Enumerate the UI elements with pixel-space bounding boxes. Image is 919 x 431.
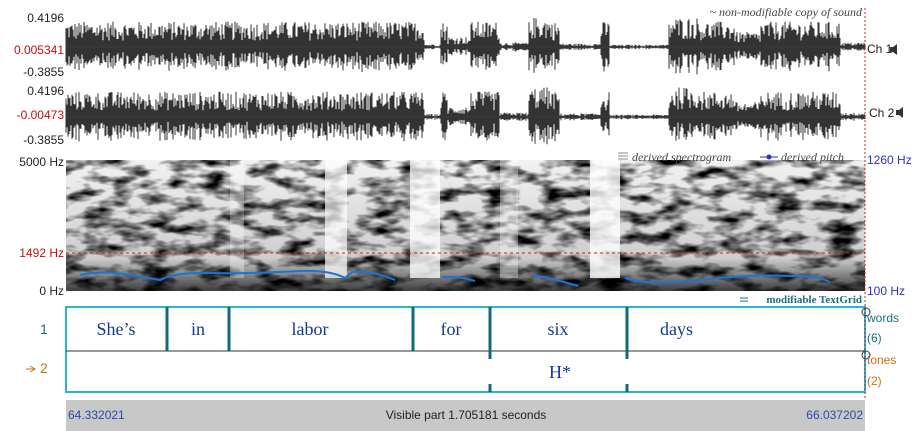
- boundaries: [165, 307, 629, 392]
- channel-max: 0.4196: [27, 11, 64, 25]
- tier-number: 2: [40, 360, 48, 376]
- tier-pointer-icon: [26, 365, 36, 373]
- tier-knob: [861, 350, 871, 360]
- tier-name: tones: [867, 353, 897, 367]
- pitch-legend: derived pitch: [781, 150, 844, 164]
- visible-duration: Visible part 1.705181 seconds: [385, 408, 547, 422]
- tier-name: words: [867, 311, 900, 325]
- interval-label: She’s: [96, 319, 136, 339]
- pitch-segment: [441, 275, 476, 282]
- tier-number: 1: [40, 321, 48, 337]
- point-label: H*: [549, 362, 571, 382]
- pitch-segment: [79, 269, 396, 282]
- waveform: [65, 87, 866, 145]
- channel-name: Ch 1: [867, 42, 893, 56]
- visible-end: 66.037202: [806, 408, 863, 422]
- visible-start: 64.332021: [68, 408, 125, 422]
- sound-title: ~ non-modifiable copy of sound: [709, 5, 862, 19]
- channel-name: Ch 2: [869, 106, 895, 120]
- spectrogram-gaps: [230, 160, 620, 278]
- pitch-legend-icon: [760, 154, 778, 160]
- textgrid-title: modifiable TextGrid: [766, 294, 862, 306]
- tier-count: (6): [867, 331, 882, 345]
- channel-min: -0.3855: [23, 65, 64, 79]
- pitch-segment: [624, 274, 831, 284]
- spectrogram-gap: [500, 160, 518, 278]
- channel-cursor-value: 0.005341: [13, 43, 64, 57]
- spectrogram-gap: [410, 160, 440, 278]
- tier-knob: [861, 307, 871, 317]
- spectrogram-legend: derived spectrogram: [632, 150, 732, 164]
- interval-label: for: [440, 319, 462, 339]
- channel-cursor-value: -0.00473: [16, 108, 64, 122]
- interval-label: labor: [291, 319, 329, 339]
- textgrid-box: [65, 306, 866, 393]
- speaker-icon: [890, 44, 897, 55]
- spectrogram-low-band: [66, 160, 865, 291]
- interval-label: six: [547, 319, 569, 339]
- channel-min: -0.3855: [23, 133, 64, 147]
- waveform: [65, 18, 866, 75]
- spectrogram-gap: [590, 160, 620, 278]
- frequency-cursor-value: 1492 Hz: [19, 246, 64, 260]
- pitch-top: 1260 Hz: [867, 153, 912, 167]
- textgrid-legend-icon: [740, 297, 748, 302]
- waveforms: [65, 18, 866, 145]
- interval-label: in: [190, 319, 206, 339]
- speaker-icon: [896, 107, 903, 118]
- footer-bar: [66, 400, 865, 431]
- spectrogram-top: 5000 Hz: [19, 155, 64, 169]
- pitch-bottom: 100 Hz: [867, 284, 906, 298]
- interval-label: days: [660, 319, 693, 339]
- pitch-contour: [79, 269, 831, 287]
- spectrogram-gap: [325, 160, 347, 278]
- spectrogram-gap: [230, 160, 244, 278]
- channel-max: 0.4196: [27, 84, 64, 98]
- spectrogram-bottom: 0 Hz: [39, 284, 64, 298]
- pitch-segment: [532, 274, 579, 287]
- spectrogram-legend-icon: [618, 152, 628, 160]
- tier-count: (2): [867, 374, 882, 388]
